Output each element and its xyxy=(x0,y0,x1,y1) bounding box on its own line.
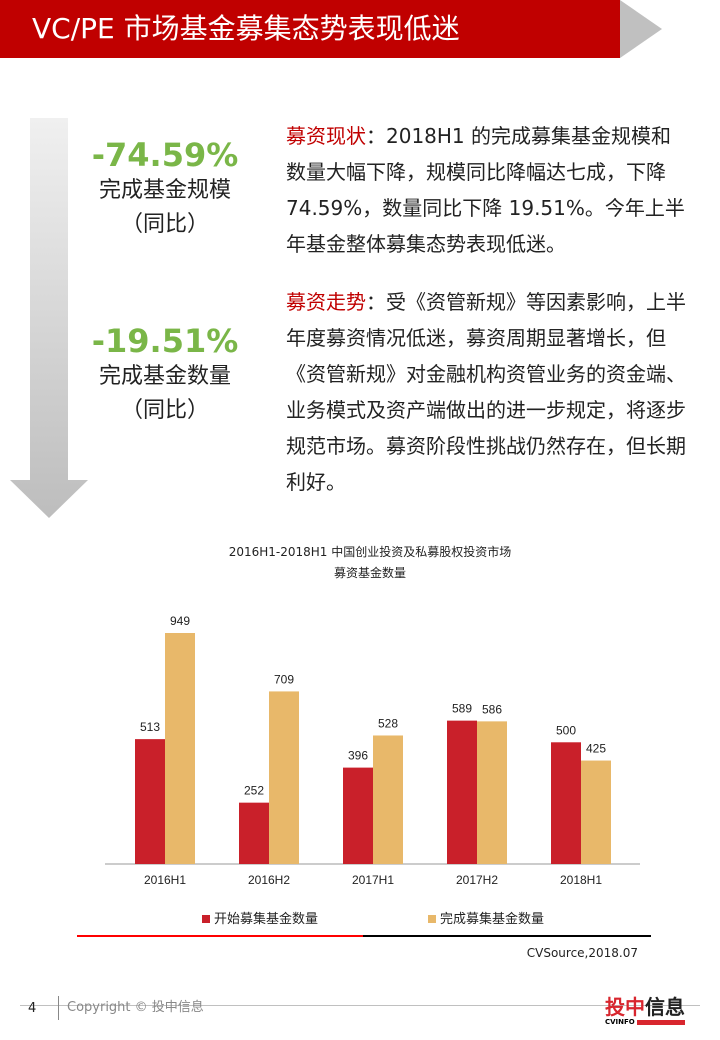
paragraph-heading: 募资走势 xyxy=(286,290,366,314)
legend-label: 完成募集基金数量 xyxy=(440,912,545,927)
x-tick-label: 2017H1 xyxy=(352,873,394,887)
chart-subtitle: 募资基金数量 xyxy=(333,566,406,580)
x-tick-label: 2016H1 xyxy=(144,873,186,887)
stat-label-note: （同比） xyxy=(120,398,209,423)
page-title-banner: VC/PE 市场基金募集态势表现低迷 xyxy=(0,0,620,58)
logo: 投中信息 CVINFO xyxy=(605,995,685,1026)
x-tick-label: 2016H2 xyxy=(248,873,290,887)
bar xyxy=(343,767,373,864)
data-label: 396 xyxy=(348,749,368,763)
paragraph-heading: 募资现状 xyxy=(286,124,366,148)
source-note: CVSource,2018.07 xyxy=(526,946,638,960)
data-label: 500 xyxy=(556,723,576,737)
paragraph-status: 募资现状：2018H1 的完成募集基金规模和数量大幅下降，规模同比降幅达七成，下… xyxy=(286,118,686,262)
stat-label: 完成基金数量 xyxy=(98,364,231,389)
divider-red xyxy=(77,935,363,937)
data-label: 589 xyxy=(452,702,472,716)
legend-item-start: 开始募集基金数量 xyxy=(202,908,318,927)
bar xyxy=(551,742,581,864)
legend-swatch xyxy=(202,915,210,923)
bar xyxy=(269,691,299,864)
bar xyxy=(477,721,507,864)
legend-label: 开始募集基金数量 xyxy=(214,912,319,927)
page-title: VC/PE 市场基金募集态势表现低迷 xyxy=(32,12,460,45)
bar xyxy=(135,739,165,864)
bar xyxy=(581,760,611,864)
stat-label-note: （同比） xyxy=(120,212,209,237)
stat-scale: -74.59% 完成基金规模 （同比） xyxy=(80,136,250,242)
down-arrow-icon xyxy=(10,118,88,518)
data-label: 513 xyxy=(140,720,160,734)
bar xyxy=(373,735,403,864)
x-tick-label: 2017H2 xyxy=(456,873,498,887)
bar-chart: 513 949 2016H1 252 709 2016H2 396 528 2017H1 589 5… xyxy=(105,614,640,887)
data-label: 425 xyxy=(586,742,606,756)
copyright: Copyright © 投中信息 xyxy=(58,996,204,1020)
page-number: 4 xyxy=(28,1001,37,1016)
stat-value: -74.59% xyxy=(91,136,239,174)
data-label: 586 xyxy=(482,702,502,716)
bar xyxy=(165,633,195,864)
bar xyxy=(447,720,477,864)
data-label: 252 xyxy=(244,784,264,798)
bar xyxy=(239,802,269,864)
footer-divider xyxy=(20,1005,700,1006)
stat-value: -19.51% xyxy=(91,322,239,360)
data-label: 949 xyxy=(170,614,190,628)
data-label: 709 xyxy=(274,672,294,686)
banner-arrow xyxy=(620,0,662,58)
data-label: 528 xyxy=(378,716,398,730)
x-tick-label: 2018H1 xyxy=(560,873,602,887)
legend-swatch xyxy=(428,915,436,923)
paragraph-text: ：2018H1 的完成募集基金规模和数量大幅下降，规模同比降幅达七成，下降 74… xyxy=(286,124,685,256)
legend-item-complete: 完成募集基金数量 xyxy=(428,908,544,927)
paragraph-trend: 募资走势：受《资管新规》等因素影响，上半年度募资情况低迷，募资周期显著增长，但《… xyxy=(286,284,686,500)
divider-black xyxy=(363,935,651,937)
stat-count: -19.51% 完成基金数量 （同比） xyxy=(80,322,250,428)
chart-title: 2016H1-2018H1 中国创业投资及私募股权投资市场 xyxy=(228,545,512,559)
paragraph-text: ：受《资管新规》等因素影响，上半年度募资情况低迷，募资周期显著增长，但《资管新规… xyxy=(286,290,686,494)
stat-label: 完成基金规模 xyxy=(98,178,231,203)
